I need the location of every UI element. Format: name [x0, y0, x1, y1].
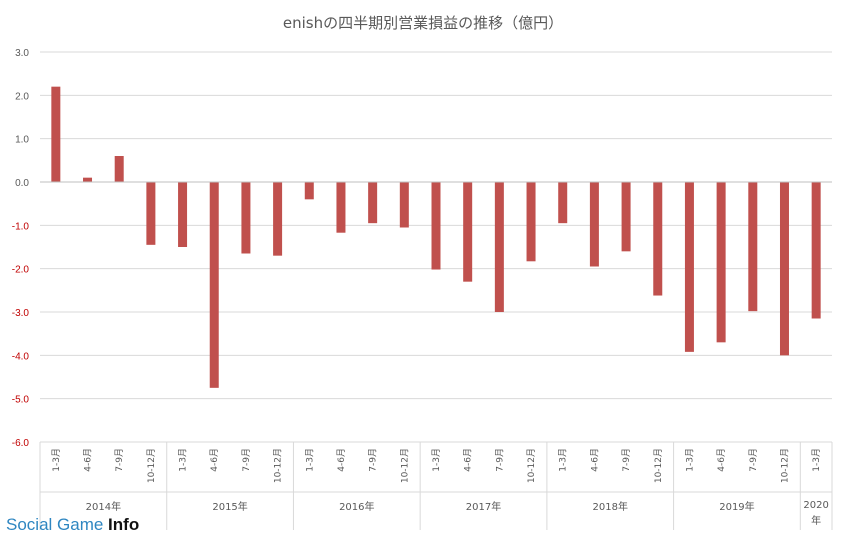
y-tick-label: -3.0	[12, 308, 30, 319]
bar	[114, 156, 124, 182]
watermark-logo: Social Game Info	[6, 515, 139, 534]
bar	[621, 182, 631, 252]
y-tick-label: 3.0	[15, 48, 29, 59]
x-tick-label: 10-12月	[273, 448, 284, 483]
x-tick-label: 1-3月	[178, 448, 189, 472]
bar	[526, 182, 536, 262]
year-label: 2014年	[86, 500, 121, 513]
y-tick-label: 0.0	[15, 178, 29, 189]
bar	[811, 182, 821, 319]
x-tick-label: 4-6月	[589, 448, 600, 472]
bar	[463, 182, 473, 282]
x-tick-label: 1-3月	[558, 448, 569, 472]
x-tick-label: 10-12月	[653, 448, 664, 483]
bar	[399, 182, 409, 228]
bar	[178, 182, 188, 247]
bar	[368, 182, 378, 224]
x-tick-label: 10-12月	[526, 448, 537, 483]
year-label-suffix: 年	[811, 514, 821, 527]
y-tick-label: -6.0	[12, 438, 30, 449]
year-label: 2020	[803, 500, 828, 511]
x-tick-label: 7-9月	[241, 448, 252, 472]
bars	[40, 86, 832, 388]
bar	[684, 182, 694, 352]
x-tick-label: 4-6月	[716, 448, 727, 472]
x-tick-label: 7-9月	[621, 448, 632, 472]
x-tick-label: 1-3月	[304, 448, 315, 472]
bar	[146, 182, 156, 245]
bar	[748, 182, 758, 312]
bar	[431, 182, 441, 270]
chart-title: enishの四半期別営業損益の推移（億円）	[283, 14, 563, 32]
bar	[51, 86, 61, 182]
x-tick-label: 10-12月	[146, 448, 157, 483]
x-tick-label: 4-6月	[463, 448, 474, 472]
bar	[494, 182, 504, 312]
bar	[273, 182, 283, 256]
watermark-part2: Info	[108, 515, 139, 534]
x-tick-label: 7-9月	[748, 448, 759, 472]
y-axis: 3.0 2.0 1.0 0.0 -1.0 -2.0 -3.0 -4.0 -5.0 -6.0	[12, 48, 30, 449]
year-label: 2019年	[719, 500, 754, 513]
y-tick-label: -4.0	[12, 351, 30, 362]
y-tick-label: -5.0	[12, 395, 30, 406]
x-axis: 1-3月 4-6月 7-9月 10-12月 1-3月 4-6月 7-9月 10-12月 1-3月…	[39, 442, 833, 530]
x-tick-label: 7-9月	[494, 448, 505, 472]
bar	[209, 182, 219, 388]
bar	[589, 182, 599, 267]
x-tick-label: 10-12月	[779, 448, 790, 483]
x-tick-label: 4-6月	[209, 448, 220, 472]
x-tick-label: 1-3月	[811, 448, 822, 472]
year-label: 2015年	[212, 500, 247, 513]
year-label: 2018年	[593, 500, 628, 513]
bar	[558, 182, 568, 224]
x-tick-label: 4-6月	[336, 448, 347, 472]
y-tick-label: -1.0	[12, 221, 30, 232]
year-label: 2017年	[466, 500, 501, 513]
bar	[653, 182, 663, 296]
watermark-part1: Social Game	[6, 515, 108, 534]
bar	[779, 182, 789, 356]
x-tick-label: 7-9月	[114, 448, 125, 472]
y-tick-label: 2.0	[15, 91, 29, 102]
bar	[83, 177, 93, 182]
bar	[241, 182, 251, 254]
x-tick-label: 1-3月	[51, 448, 62, 472]
x-tick-label: 7-9月	[368, 448, 379, 472]
y-tick-label: -2.0	[12, 265, 30, 276]
x-tick-label: 1-3月	[684, 448, 695, 472]
bar	[336, 182, 346, 233]
x-tick-label: 4-6月	[83, 448, 94, 472]
bar	[716, 182, 726, 343]
bar	[304, 182, 314, 200]
y-tick-label: 1.0	[15, 135, 29, 146]
x-tick-label: 10-12月	[399, 448, 410, 483]
x-tick-label: 1-3月	[431, 448, 442, 472]
year-label: 2016年	[339, 500, 374, 513]
